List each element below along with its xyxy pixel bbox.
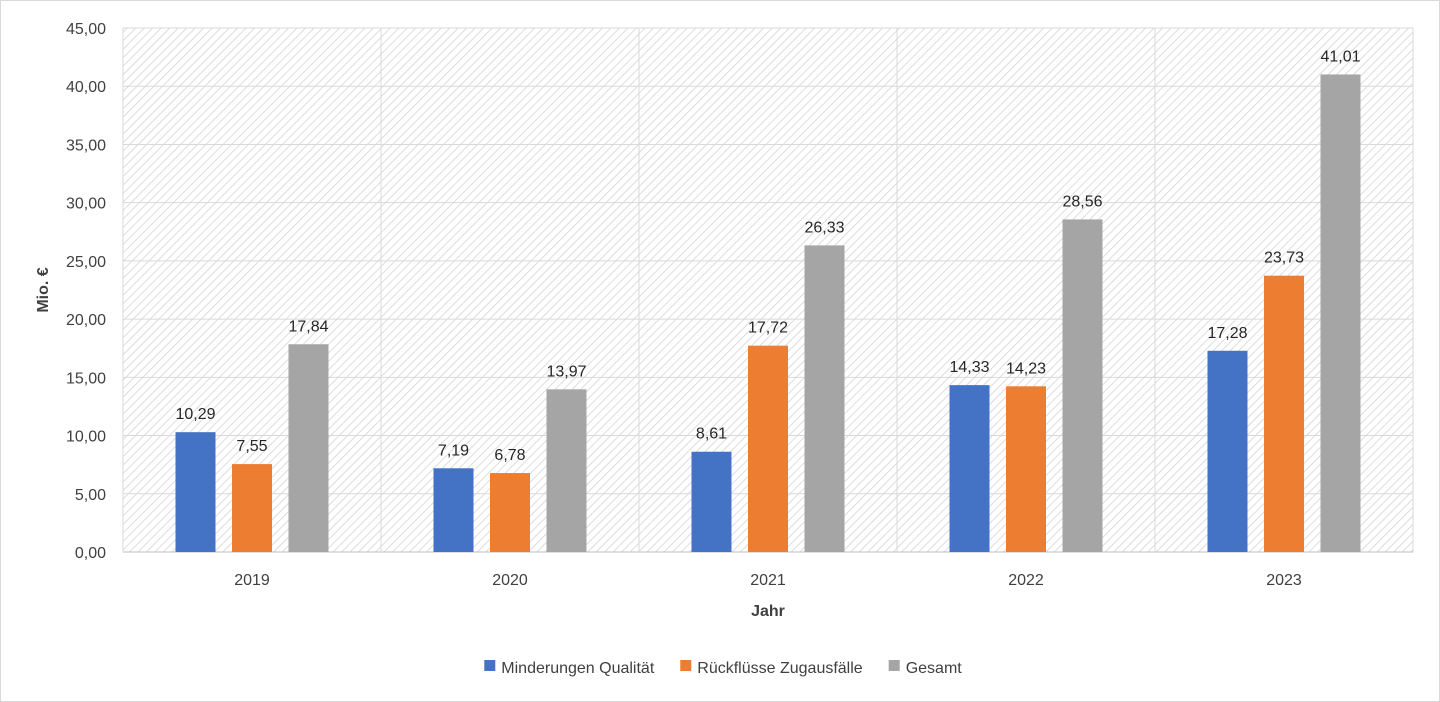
- data-label: 17,72: [748, 320, 788, 337]
- bar: [1264, 275, 1304, 552]
- x-axis-title: Jahr: [751, 603, 785, 620]
- bar: [546, 389, 587, 552]
- bar: [433, 468, 474, 552]
- data-labels: 10,29 7,55 17,84 7,19 6,78 13,97 8,61 17,72 26,3…: [175, 48, 1360, 464]
- y-axis-ticks: 0,00 5,00 10,00 15,00 20,00 25,00 30,00 35,00 40…: [66, 21, 106, 562]
- data-label: 26,33: [804, 219, 844, 236]
- y-tick-label: 25,00: [66, 254, 106, 271]
- y-tick-label: 10,00: [66, 429, 106, 446]
- data-label: 14,23: [1006, 360, 1046, 377]
- bar: [288, 344, 329, 552]
- legend-item: Gesamt: [888, 660, 963, 677]
- bar: [748, 345, 788, 552]
- data-label: 6,78: [494, 447, 525, 464]
- y-tick-label: 20,00: [66, 312, 106, 329]
- x-tick-label: 2022: [1008, 572, 1044, 589]
- data-label: 14,33: [949, 359, 989, 376]
- bar: [1006, 386, 1046, 552]
- bars: [175, 74, 1361, 552]
- x-axis-ticks: 2019 2020 2021 2022 2023: [234, 572, 1302, 589]
- bar: [691, 451, 732, 552]
- data-label: 10,29: [175, 406, 215, 423]
- bar: [232, 464, 272, 552]
- bar: [1207, 350, 1248, 552]
- y-tick-label: 40,00: [66, 79, 106, 96]
- x-tick-label: 2020: [492, 572, 528, 589]
- data-label: 17,84: [288, 318, 328, 335]
- bar: [1320, 74, 1361, 552]
- data-label: 17,28: [1207, 325, 1247, 342]
- x-tick-label: 2019: [234, 572, 270, 589]
- legend-label: Gesamt: [906, 660, 963, 677]
- legend-item: Minderungen Qualität: [484, 660, 655, 677]
- data-label: 7,55: [236, 438, 267, 455]
- y-tick-label: 0,00: [75, 545, 106, 562]
- data-label: 7,19: [438, 442, 469, 459]
- y-tick-label: 35,00: [66, 137, 106, 154]
- legend-swatch: [484, 660, 496, 671]
- bar: [949, 385, 990, 552]
- data-label: 23,73: [1264, 250, 1304, 267]
- x-tick-label: 2021: [750, 572, 786, 589]
- legend: Minderungen Qualität Rückflüsse Zugausfäl…: [484, 660, 962, 677]
- legend-label: Minderungen Qualität: [501, 660, 655, 677]
- data-label: 41,01: [1320, 48, 1360, 65]
- legend-label: Rückflüsse Zugausfälle: [697, 660, 863, 677]
- data-label: 8,61: [696, 426, 727, 443]
- y-tick-label: 30,00: [66, 196, 106, 213]
- y-axis-title: Mio. €: [35, 267, 52, 312]
- bar: [1062, 219, 1103, 552]
- data-label: 28,56: [1062, 193, 1102, 210]
- legend-item: Rückflüsse Zugausfälle: [680, 660, 863, 677]
- y-tick-label: 45,00: [66, 21, 106, 38]
- legend-swatch: [680, 660, 692, 671]
- data-label: 13,97: [546, 363, 586, 380]
- legend-swatch: [888, 660, 900, 671]
- bar: [490, 473, 530, 552]
- x-tick-label: 2023: [1266, 572, 1302, 589]
- bar: [804, 245, 845, 552]
- y-tick-label: 15,00: [66, 370, 106, 387]
- y-tick-label: 5,00: [75, 487, 106, 504]
- bar: [175, 432, 216, 552]
